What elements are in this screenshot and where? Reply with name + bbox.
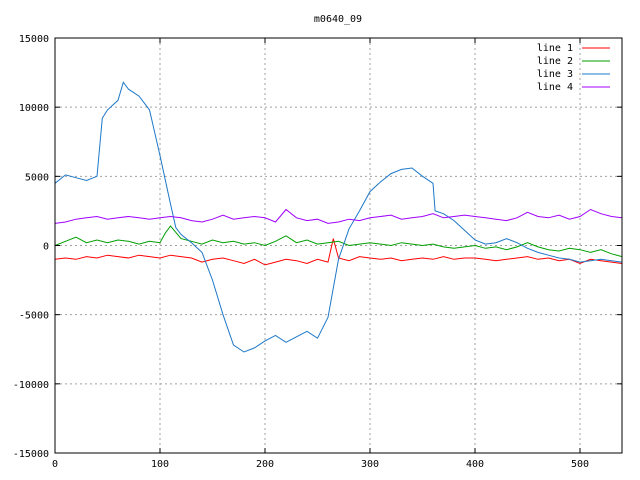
legend-label-3: line 3 <box>537 69 573 80</box>
y-tick-label: 10000 <box>19 103 49 114</box>
series-layer <box>54 81 623 353</box>
series-line-1 <box>54 238 623 266</box>
series-line-4 <box>54 208 623 224</box>
series-line-2 <box>54 225 623 258</box>
x-tick-label: 0 <box>52 459 58 470</box>
y-tick-label: 5000 <box>25 172 49 183</box>
grid <box>55 38 622 453</box>
y-tick-label: 15000 <box>19 34 49 45</box>
chart-title: m0640_09 <box>314 14 362 25</box>
series-line-3 <box>54 81 623 353</box>
legend-label-1: line 1 <box>537 43 573 54</box>
x-tick-label: 300 <box>361 459 379 470</box>
axis-ticks: 0 100 200 300 400 500 -15000 -10000 -5000 0 5000 10… <box>13 34 622 470</box>
x-tick-label: 200 <box>256 459 274 470</box>
x-tick-label: 500 <box>571 459 589 470</box>
legend-label-4: line 4 <box>537 82 573 93</box>
y-tick-label: -15000 <box>13 449 49 460</box>
x-tick-label: 100 <box>151 459 169 470</box>
y-tick-label: 0 <box>43 242 49 253</box>
x-tick-label: 400 <box>466 459 484 470</box>
legend: line 1 line 2 line 3 line 4 <box>537 43 610 93</box>
y-tick-label: -10000 <box>13 380 49 391</box>
y-tick-label: -5000 <box>19 311 49 322</box>
legend-label-2: line 2 <box>537 56 573 67</box>
